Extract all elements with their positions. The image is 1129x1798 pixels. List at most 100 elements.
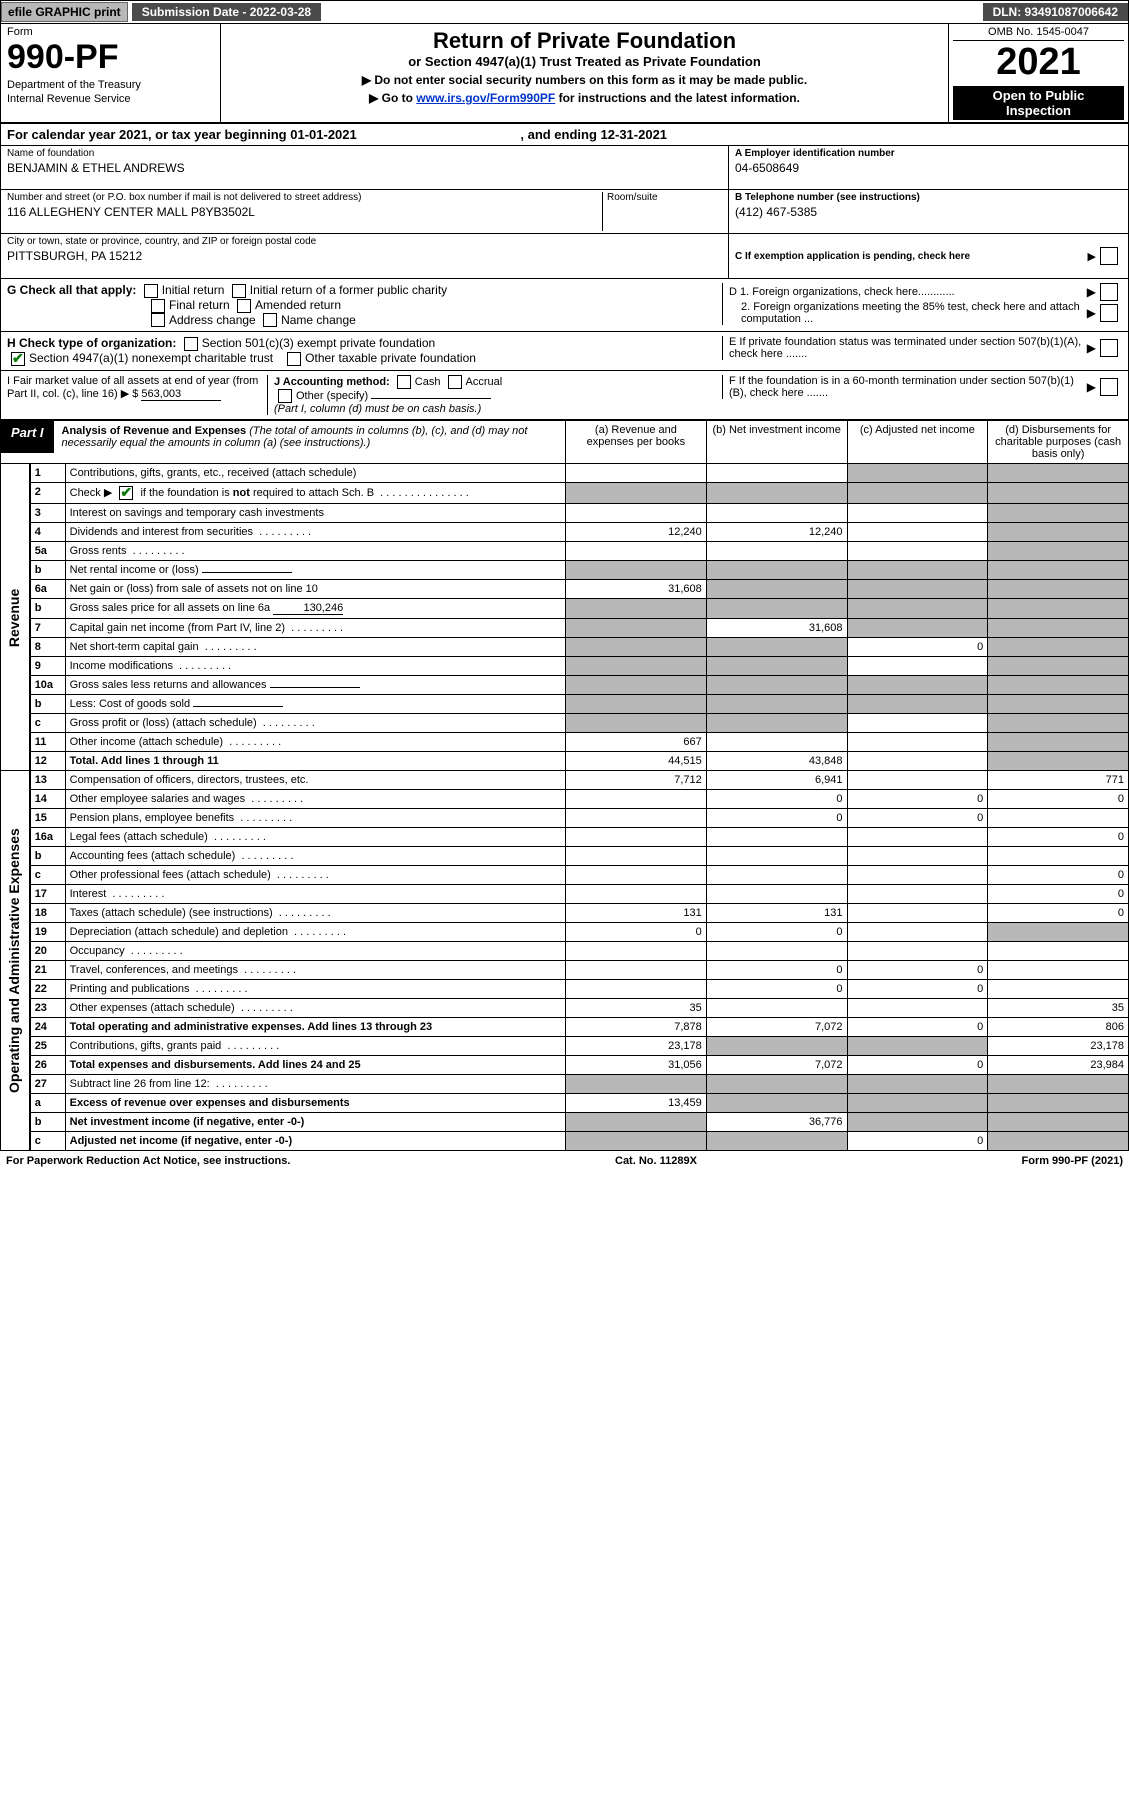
g-address-checkbox[interactable] (151, 313, 165, 327)
table-row: cAdjusted net income (if negative, enter… (1, 1132, 1129, 1151)
table-row: 11Other income (attach schedule) . . . .… (1, 733, 1129, 752)
line-number: 12 (30, 752, 65, 771)
h-opt3: Other taxable private foundation (305, 351, 476, 365)
j-accrual-checkbox[interactable] (448, 375, 462, 389)
part1-desc: Analysis of Revenue and Expenses (The to… (54, 421, 566, 453)
header-left: Form 990-PF Department of the Treasury I… (1, 24, 221, 122)
table-row: 4Dividends and interest from securities … (1, 523, 1129, 542)
e-checkbox[interactable] (1100, 339, 1118, 357)
line-description: Net rental income or (loss) (65, 561, 565, 580)
i-fmv-value: 563,003 (141, 388, 221, 401)
table-row: 23Other expenses (attach schedule) . . .… (1, 999, 1129, 1018)
foundation-name-cell: Name of foundation BENJAMIN & ETHEL ANDR… (1, 146, 728, 190)
g-initial-return-checkbox[interactable] (144, 284, 158, 298)
room-label: Room/suite (607, 192, 722, 203)
part1-label: Part I (1, 421, 54, 453)
j-other-checkbox[interactable] (278, 389, 292, 403)
c-checkbox[interactable] (1100, 247, 1118, 265)
line-description: Travel, conferences, and meetings . . . … (65, 961, 565, 980)
g-initial-former-checkbox[interactable] (232, 284, 246, 298)
line-number: 15 (30, 809, 65, 828)
d1-label: D 1. Foreign organizations, check here..… (729, 286, 1087, 298)
city-cell: City or town, state or province, country… (1, 234, 728, 278)
d2-label: 2. Foreign organizations meeting the 85%… (729, 301, 1087, 325)
addr-label: Number and street (or P.O. box number if… (7, 192, 602, 203)
line-description: Net short-term capital gain . . . . . . … (65, 638, 565, 657)
entity-info: Name of foundation BENJAMIN & ETHEL ANDR… (0, 146, 1129, 279)
line-description: Income modifications . . . . . . . . . (65, 657, 565, 676)
line-number: 27 (30, 1075, 65, 1094)
table-row: Revenue1Contributions, gifts, grants, et… (1, 464, 1129, 483)
table-row: Operating and Administrative Expenses13C… (1, 771, 1129, 790)
h-opt2: Section 4947(a)(1) nonexempt charitable … (29, 351, 273, 365)
line-number: b (30, 599, 65, 619)
g-name-checkbox[interactable] (263, 313, 277, 327)
line-number: 22 (30, 980, 65, 999)
g-label: G Check all that apply: (7, 283, 136, 297)
line-number: 14 (30, 790, 65, 809)
j-cash: Cash (415, 376, 441, 388)
arrow-icon: ▶ (1087, 285, 1096, 299)
ein-cell: A Employer identification number 04-6508… (729, 146, 1128, 190)
line-description: Gross profit or (loss) (attach schedule)… (65, 714, 565, 733)
line-number: c (30, 1132, 65, 1151)
info-right: A Employer identification number 04-6508… (728, 146, 1128, 278)
form-number: 990-PF (7, 38, 214, 77)
line-description: Gross sales less returns and allowances (65, 676, 565, 695)
f-label: F If the foundation is in a 60-month ter… (729, 375, 1087, 399)
table-row: 12Total. Add lines 1 through 1144,51543,… (1, 752, 1129, 771)
g-final-checkbox[interactable] (151, 299, 165, 313)
d1-checkbox[interactable] (1100, 283, 1118, 301)
header-center: Return of Private Foundation or Section … (221, 24, 948, 122)
line-number: b (30, 1113, 65, 1132)
schedule-b-checkbox[interactable] (119, 486, 133, 500)
line-description: Less: Cost of goods sold (65, 695, 565, 714)
tax-year: 2021 (953, 41, 1124, 84)
h-other-checkbox[interactable] (287, 352, 301, 366)
line-number: 1 (30, 464, 65, 483)
h-501c3-checkbox[interactable] (184, 337, 198, 351)
f-checkbox[interactable] (1100, 378, 1118, 396)
line-number: 4 (30, 523, 65, 542)
line-description: Subtract line 26 from line 12: . . . . .… (65, 1075, 565, 1094)
j-section: J Accounting method: Cash Accrual Other … (267, 375, 716, 415)
street-address: 116 ALLEGHENY CENTER MALL P8YB3502L (7, 205, 602, 219)
table-row: 24Total operating and administrative exp… (1, 1018, 1129, 1037)
top-bar: efile GRAPHIC print Submission Date - 20… (0, 0, 1129, 24)
table-row: bLess: Cost of goods sold (1, 695, 1129, 714)
arrow-icon: ▶ (1087, 380, 1096, 394)
irs-link[interactable]: www.irs.gov/Form990PF (416, 91, 555, 105)
j-label: J Accounting method: (274, 376, 390, 388)
line-number: b (30, 561, 65, 580)
address-cell: Number and street (or P.O. box number if… (1, 190, 728, 234)
line-description: Check ▶ if the foundation is not require… (65, 483, 565, 504)
line-description: Dividends and interest from securities .… (65, 523, 565, 542)
form-label: Form (7, 26, 214, 38)
g-opt-address: Address change (169, 313, 256, 327)
table-row: 27Subtract line 26 from line 12: . . . .… (1, 1075, 1129, 1094)
line-number: 7 (30, 619, 65, 638)
efile-print-button[interactable]: efile GRAPHIC print (1, 2, 128, 22)
table-row: 19Depreciation (attach schedule) and dep… (1, 923, 1129, 942)
dln-label: DLN: 93491087006642 (983, 3, 1128, 21)
info-left: Name of foundation BENJAMIN & ETHEL ANDR… (1, 146, 728, 278)
j-cash-checkbox[interactable] (397, 375, 411, 389)
cal-end: 12-31-2021 (601, 127, 668, 142)
line-number: 19 (30, 923, 65, 942)
line-description: Excess of revenue over expenses and disb… (65, 1094, 565, 1113)
table-row: 17Interest . . . . . . . . .0 (1, 885, 1129, 904)
line-number: 16a (30, 828, 65, 847)
line-number: 21 (30, 961, 65, 980)
d2-checkbox[interactable] (1100, 304, 1118, 322)
table-row: 15Pension plans, employee benefits . . .… (1, 809, 1129, 828)
line-number: 9 (30, 657, 65, 676)
header-right: OMB No. 1545-0047 2021 Open to Public In… (948, 24, 1128, 122)
open-to-public: Open to Public Inspection (953, 86, 1124, 120)
g-amended-checkbox[interactable] (237, 299, 251, 313)
h-4947-checkbox[interactable] (11, 352, 25, 366)
g-opt-former: Initial return of a former public charit… (250, 283, 447, 297)
arrow-icon: ▶ (1087, 306, 1096, 320)
d-section: D 1. Foreign organizations, check here..… (722, 283, 1122, 325)
line-number: 26 (30, 1056, 65, 1075)
g-opt-initial: Initial return (162, 283, 225, 297)
